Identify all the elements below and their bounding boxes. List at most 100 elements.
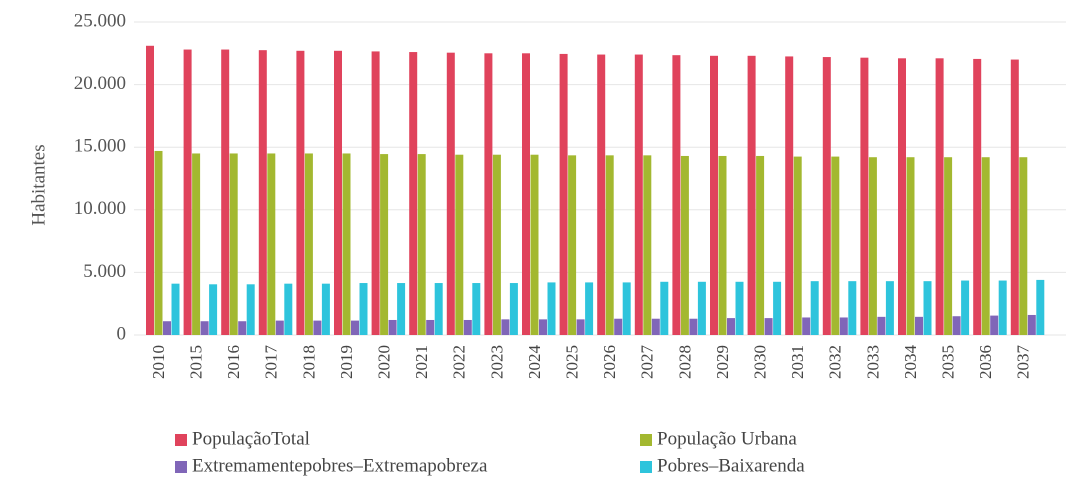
bar xyxy=(944,157,953,335)
bar xyxy=(877,316,886,335)
bar xyxy=(634,54,643,335)
bar xyxy=(154,150,163,335)
bar xyxy=(351,320,359,335)
bar xyxy=(342,153,351,335)
bar xyxy=(660,281,669,335)
x-tick-label: 2021 xyxy=(412,345,431,379)
x-tick-label: 2030 xyxy=(751,345,770,379)
bar xyxy=(559,53,568,336)
bar xyxy=(434,283,443,335)
bar xyxy=(409,52,418,335)
bar xyxy=(697,281,706,335)
bar xyxy=(710,55,718,335)
x-tick-label: 2029 xyxy=(713,345,732,379)
legend-swatch xyxy=(640,434,652,446)
bar xyxy=(923,281,932,335)
bar xyxy=(1036,279,1045,335)
bar xyxy=(802,317,811,335)
bar xyxy=(501,319,510,335)
bar xyxy=(455,154,464,335)
bar xyxy=(906,157,915,335)
bar xyxy=(597,54,606,335)
bar xyxy=(735,281,744,335)
bar xyxy=(810,281,819,335)
x-tick-label: 2024 xyxy=(525,345,544,380)
bar xyxy=(689,318,698,335)
x-tick-label: 2028 xyxy=(675,345,694,379)
bar xyxy=(822,57,831,335)
x-tick-label: 2031 xyxy=(788,345,807,379)
bar xyxy=(371,51,380,336)
bar xyxy=(1019,157,1028,335)
bar xyxy=(446,52,455,335)
bar xyxy=(146,45,154,336)
bar xyxy=(622,282,631,335)
bar xyxy=(898,58,906,336)
bar xyxy=(209,284,218,335)
bar xyxy=(848,281,857,335)
bar xyxy=(200,321,209,335)
x-tick-label: 2018 xyxy=(299,345,318,379)
bar xyxy=(296,50,305,336)
bar xyxy=(380,154,389,335)
bar xyxy=(885,281,894,335)
x-tick-label: 2032 xyxy=(826,345,845,379)
bar xyxy=(605,155,614,335)
bar xyxy=(388,319,397,335)
bar xyxy=(576,319,585,335)
x-tick-label: 2035 xyxy=(939,345,958,379)
bar xyxy=(321,283,330,335)
x-tick-label: 2027 xyxy=(638,345,657,380)
x-tick-label: 2023 xyxy=(487,345,506,379)
legend-label: PopulaçãoTotal xyxy=(192,428,310,449)
bar xyxy=(831,156,840,335)
bar xyxy=(417,154,426,335)
bar xyxy=(915,316,923,335)
bar xyxy=(981,157,990,335)
legend-label: Extremamentepobres–Extremapobreza xyxy=(192,455,488,476)
bar xyxy=(998,280,1007,335)
bar xyxy=(756,155,765,335)
bar xyxy=(397,283,406,335)
bar xyxy=(246,284,255,335)
bar xyxy=(990,315,999,335)
bar xyxy=(727,318,735,335)
bar xyxy=(221,49,230,335)
bar xyxy=(793,156,802,335)
bar xyxy=(672,55,681,335)
bar xyxy=(258,50,267,336)
y-axis-label: Habitantes xyxy=(28,144,49,225)
bar xyxy=(275,320,284,335)
x-tick-label: 2037 xyxy=(1014,345,1033,380)
legend-swatch xyxy=(175,461,187,473)
bar xyxy=(1010,59,1019,336)
bar xyxy=(839,317,848,335)
x-tick-label: 2019 xyxy=(337,345,356,379)
bar xyxy=(651,318,660,335)
bar xyxy=(764,318,773,335)
bar xyxy=(238,321,247,335)
bar xyxy=(680,155,689,335)
bar xyxy=(522,53,530,336)
bar xyxy=(359,283,368,335)
x-tick-label: 2010 xyxy=(149,345,168,379)
bar xyxy=(484,53,493,336)
y-tick-label: 20.000 xyxy=(74,73,126,94)
legend-label: Pobres–Baixarenda xyxy=(657,455,805,476)
bar xyxy=(304,153,313,335)
bar xyxy=(868,157,877,335)
bar xyxy=(547,282,556,335)
bar xyxy=(530,154,539,335)
bar xyxy=(1027,314,1036,335)
bar xyxy=(614,318,623,335)
bar xyxy=(973,58,982,336)
bar xyxy=(426,319,435,335)
x-tick-label: 2026 xyxy=(600,345,619,379)
y-tick-label: 10.000 xyxy=(74,198,126,219)
bar xyxy=(718,155,727,335)
bar xyxy=(183,49,192,335)
x-tick-label: 2022 xyxy=(450,345,469,379)
y-tick-label: 5.000 xyxy=(83,261,126,282)
bar xyxy=(952,316,961,335)
